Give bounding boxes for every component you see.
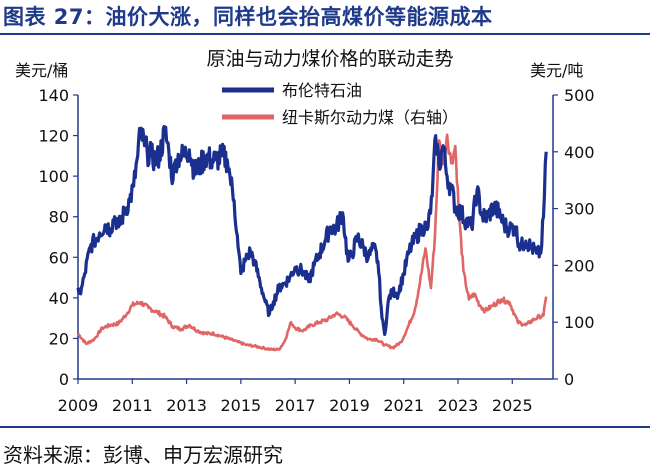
x-tick-label: 2011 bbox=[112, 396, 153, 415]
left-tick-label: 20 bbox=[49, 329, 69, 348]
left-tick-label: 40 bbox=[49, 289, 69, 308]
x-tick-label: 2023 bbox=[438, 396, 479, 415]
legend-label: 布伦特石油 bbox=[282, 81, 362, 100]
x-tick-label: 2025 bbox=[492, 396, 533, 415]
right-tick-label: 300 bbox=[564, 200, 595, 219]
source-note: 资料来源：彭博、申万宏源研究 bbox=[3, 443, 283, 467]
x-tick-label: 2009 bbox=[58, 396, 99, 415]
left-tick-label: 140 bbox=[38, 86, 69, 105]
left-axis-unit: 美元/桶 bbox=[15, 61, 68, 80]
series-lines bbox=[76, 124, 548, 352]
title-rule bbox=[0, 33, 650, 35]
right-tick-label: 400 bbox=[564, 143, 595, 162]
left-tick-label: 120 bbox=[38, 127, 69, 146]
x-tick-label: 2019 bbox=[329, 396, 370, 415]
left-tick-label: 0 bbox=[59, 370, 69, 389]
right-tick-label: 200 bbox=[564, 256, 595, 275]
oil-series-line bbox=[76, 124, 548, 336]
left-tick-label: 80 bbox=[49, 208, 69, 227]
bottom-rule bbox=[0, 426, 650, 428]
figure-title: 图表 27：油价大涨，同样也会抬高煤价等能源成本 bbox=[3, 5, 493, 29]
coal-series-line bbox=[76, 133, 548, 352]
chart-title: 原油与动力煤价格的联动走势 bbox=[206, 48, 453, 70]
axes: 0 20 40 60 80 100 120 140 0 100 200 300 400 500 2009 20… bbox=[38, 86, 594, 415]
legend-label: 纽卡斯尔动力煤（右轴） bbox=[282, 108, 458, 127]
chart-svg: 原油与动力煤价格的联动走势 美元/桶 美元/吨 0 20 40 60 80 100 120 1… bbox=[15, 48, 595, 415]
left-tick-label: 60 bbox=[49, 248, 69, 267]
right-axis-unit: 美元/吨 bbox=[530, 61, 583, 80]
x-tick-label: 2015 bbox=[220, 396, 261, 415]
right-tick-label: 0 bbox=[564, 370, 574, 389]
right-tick-label: 100 bbox=[564, 313, 595, 332]
left-tick-label: 100 bbox=[38, 167, 69, 186]
x-tick-label: 2013 bbox=[166, 396, 207, 415]
x-tick-label: 2017 bbox=[275, 396, 316, 415]
x-tick-label: 2021 bbox=[383, 396, 424, 415]
right-tick-label: 500 bbox=[564, 86, 595, 105]
